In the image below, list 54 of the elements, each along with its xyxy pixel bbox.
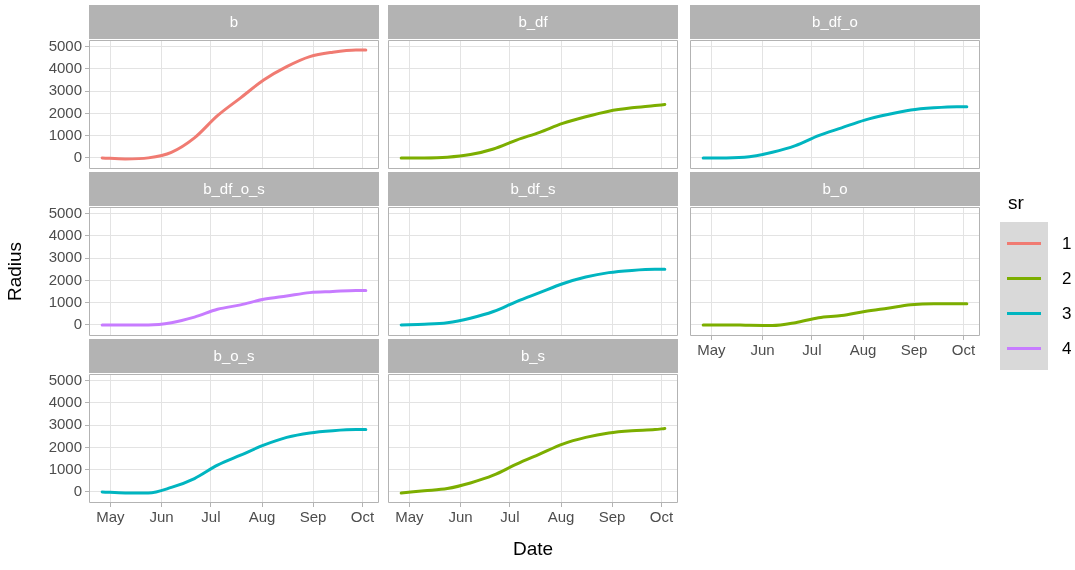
x-tick-label: Jul: [802, 341, 822, 359]
y-tick-label: 1000: [48, 459, 82, 477]
y-tick-label: 0: [73, 315, 82, 333]
chart-title: b_df_o: [812, 12, 858, 30]
legend-label: 4: [1062, 338, 1072, 359]
x-tick-label: Oct: [350, 508, 376, 526]
x-tick-label: Jun: [750, 341, 775, 359]
chart-title: b: [229, 12, 239, 30]
x-tick-label: Sep: [900, 341, 928, 359]
line-series: [100, 428, 368, 495]
x-tick-label: Aug: [248, 508, 276, 526]
y-tick-label: 1000: [48, 125, 82, 143]
chart-title: b_o_s: [213, 346, 255, 364]
x-axis-title: Date: [512, 537, 554, 559]
legend-title: sr: [1008, 192, 1025, 214]
y-tick-label: 3000: [48, 248, 82, 266]
chart-title: b_df_o_s: [203, 179, 265, 197]
y-tick-label: 3000: [48, 415, 82, 433]
legend-label: 2: [1062, 268, 1072, 289]
chart-title: b_s: [520, 346, 546, 364]
x-tick-label: Aug: [547, 508, 575, 526]
y-tick-label: 0: [73, 482, 82, 500]
x-tick-label: Jul: [500, 508, 520, 526]
x-tick-label: May: [96, 508, 126, 526]
chart-title: b_df_s: [510, 179, 556, 197]
x-tick-label: Sep: [299, 508, 327, 526]
y-tick-label: 4000: [48, 59, 82, 77]
y-tick-label: 0: [73, 148, 82, 166]
y-tick-label: 3000: [48, 81, 82, 99]
y-tick-label: 5000: [48, 203, 82, 221]
y-tick-label: 2000: [48, 103, 82, 121]
y-tick-label: 4000: [48, 226, 82, 244]
x-tick-label: May: [697, 341, 727, 359]
y-axis-title: Radius: [3, 241, 25, 302]
x-tick-label: Oct: [951, 341, 977, 359]
y-tick-label: 5000: [48, 36, 82, 54]
y-tick-label: 2000: [48, 437, 82, 455]
y-tick-label: 4000: [48, 393, 82, 411]
y-tick-label: 5000: [48, 370, 82, 388]
legend-label: 3: [1062, 303, 1072, 324]
chart-title: b_df: [518, 12, 549, 30]
x-tick-label: Sep: [598, 508, 626, 526]
y-tick-label: 1000: [48, 292, 82, 310]
x-tick-label: Jul: [201, 508, 221, 526]
x-tick-label: Aug: [849, 341, 877, 359]
chart-title: b_o: [822, 179, 848, 197]
x-tick-label: Jun: [448, 508, 473, 526]
legend-label: 1: [1062, 233, 1072, 254]
x-tick-label: Oct: [649, 508, 675, 526]
line-series: [100, 48, 368, 161]
line-series: [100, 288, 368, 327]
x-tick-label: May: [395, 508, 425, 526]
y-tick-label: 2000: [48, 270, 82, 288]
x-tick-label: Jun: [149, 508, 174, 526]
